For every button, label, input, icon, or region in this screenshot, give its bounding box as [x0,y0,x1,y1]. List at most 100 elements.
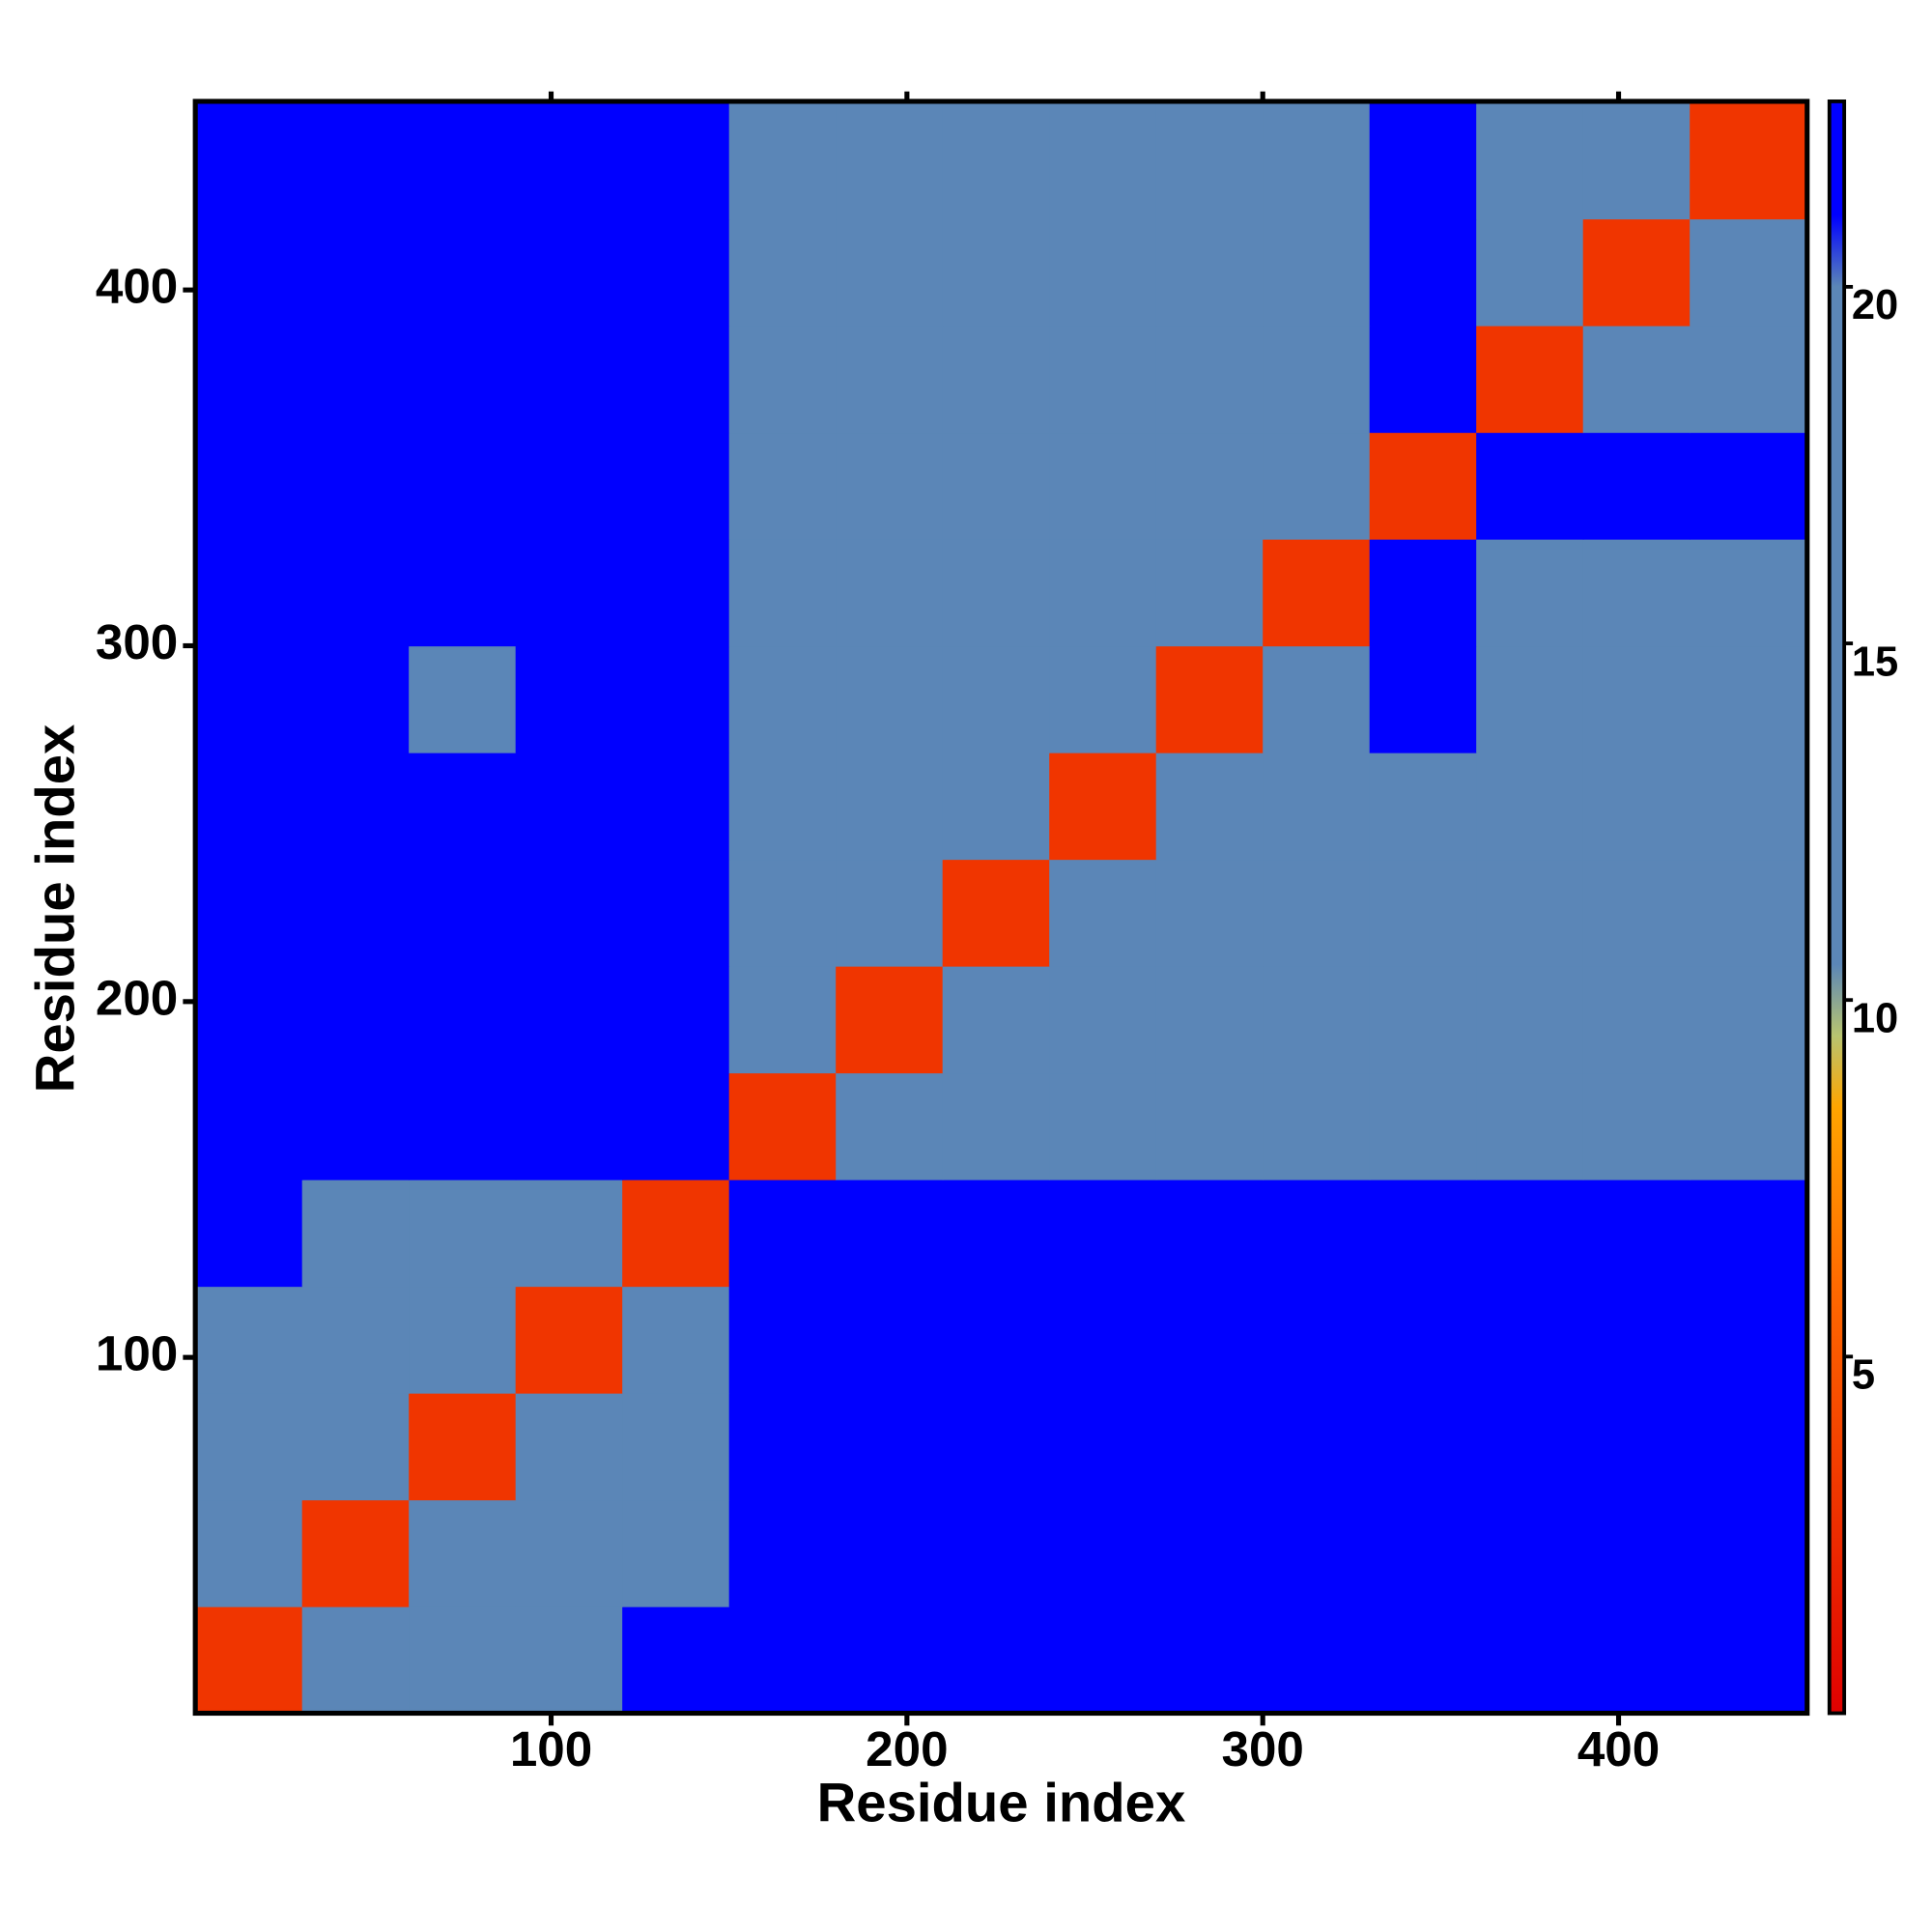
heatmap-cell [1369,325,1477,434]
heatmap-cell [728,100,837,220]
heatmap-cell [195,538,303,647]
heatmap-cell [622,1393,730,1501]
heatmap-cell [1369,1286,1477,1394]
heatmap-cell [942,752,1050,861]
heatmap-cell [1263,538,1371,647]
heatmap-cell [942,965,1050,1074]
heatmap-cell [1582,1179,1690,1288]
heatmap-cell [1155,1072,1264,1180]
heatmap-cell [1476,1072,1584,1180]
heatmap-cell [1369,218,1477,327]
heatmap-cell [195,1606,303,1715]
heatmap-cell [515,218,623,327]
y-axis-label: Residue index [24,724,85,1094]
heatmap-cell [1263,645,1371,753]
heatmap-cell [1049,1606,1157,1715]
heatmap-cell [195,859,303,967]
heatmap-cell [409,432,517,540]
heatmap-cell [515,1606,623,1715]
heatmap-cell [1582,859,1690,967]
heatmap-cell [1155,1179,1264,1288]
colorbar-tick-label: 15 [1852,639,1898,685]
heatmap-cell [515,100,623,220]
heatmap-cell [1582,325,1690,434]
heatmap-cell [195,1179,303,1288]
heatmap-cell [836,1072,944,1180]
heatmap-cell [301,538,410,647]
heatmap-cell [195,100,303,220]
heatmap-cell [301,752,410,861]
heatmap-cell [942,1606,1050,1715]
heatmap-cell [622,432,730,540]
heatmap-cell [1155,1393,1264,1501]
heatmap-cell [409,1393,517,1501]
heatmap-cell [301,100,410,220]
heatmap-cell [1369,1072,1477,1180]
heatmap-cell [728,965,837,1074]
heatmap-cell [942,1499,1050,1607]
colorbar [1827,99,1847,1716]
heatmap-cell [301,1072,410,1180]
heatmap-cell [195,1499,303,1607]
heatmap-cell [622,1072,730,1180]
heatmap-cell [1582,100,1690,220]
heatmap-cell [942,325,1050,434]
heatmap-cell [728,1606,837,1715]
heatmap-cell [622,859,730,967]
heatmap-cell [195,752,303,861]
heatmap-cell [622,645,730,753]
colorbar-tick-label: 10 [1852,995,1898,1041]
heatmap-cell [622,325,730,434]
heatmap-cell [942,645,1050,753]
heatmap-cell [728,218,837,327]
heatmap-cell [1155,538,1264,647]
heatmap-cell [1049,1499,1157,1607]
colorbar-tick-label: 20 [1852,282,1898,328]
heatmap-cell [836,752,944,861]
heatmap-cell [409,1072,517,1180]
heatmap-cell [1582,1072,1690,1180]
heatmap-cell [195,325,303,434]
heatmap-cell [1263,1606,1371,1715]
heatmap-cell [515,1286,623,1394]
heatmap-cell [942,1393,1050,1501]
heatmap-cell [409,1606,517,1715]
heatmap-cell [728,1179,837,1288]
y-tick-label: 400 [96,259,178,314]
x-axis-label: Residue index [817,1773,1186,1833]
heatmap-cell [515,859,623,967]
heatmap-cell [1155,645,1264,753]
heatmap-cell [1155,1499,1264,1607]
heatmap-cell [1582,538,1690,647]
heatmap-cell [1476,218,1584,327]
heatmap-cell [728,1072,837,1180]
heatmap-cell [942,859,1050,967]
heatmap-cell [195,1393,303,1501]
heatmap-cell [1049,1286,1157,1394]
heatmap-cell [1690,1179,1808,1288]
heatmap-cell [1263,325,1371,434]
heatmap-cell [1476,100,1584,220]
heatmap-cell [1263,1072,1371,1180]
heatmap-cell [1263,218,1371,327]
heatmap-cell [515,432,623,540]
heatmap-cell [836,1179,944,1288]
heatmap-cell [1263,859,1371,967]
heatmap-cell [1369,965,1477,1074]
heatmap-cell [622,752,730,861]
heatmap-cell [515,1179,623,1288]
heatmap-cell [301,1286,410,1394]
heatmap-cell [195,1072,303,1180]
heatmap-cell [1263,1179,1371,1288]
heatmap-cell [301,218,410,327]
heatmap-cell [409,100,517,220]
heatmap-cell [1690,1606,1808,1715]
heatmap-cell [1155,218,1264,327]
heatmap-cell [409,645,517,753]
heatmap-cell [836,538,944,647]
heatmap-cell [836,1286,944,1394]
heatmap-cell [942,218,1050,327]
heatmap-cell [1690,325,1808,434]
heatmap-cell [1049,325,1157,434]
